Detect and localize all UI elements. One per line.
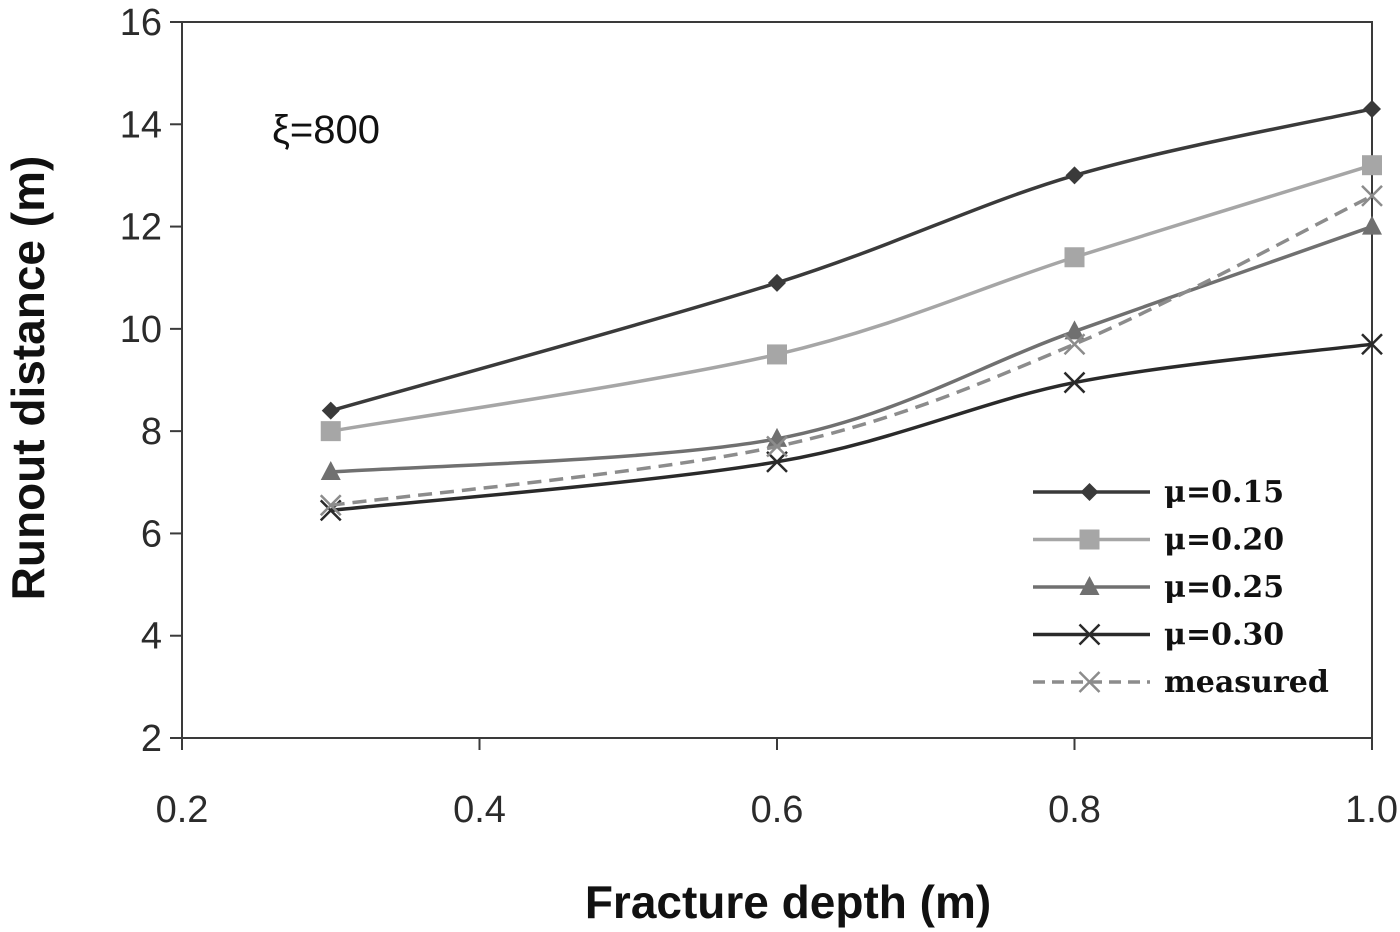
legend-entry: μ=0.15 [1033, 475, 1284, 510]
series-1 [320, 155, 1382, 442]
legend-marker [1078, 623, 1101, 646]
legend-label: measured [1164, 665, 1329, 700]
legend-entry: measured [1033, 665, 1329, 700]
legend-marker [1079, 576, 1100, 595]
legend-label: μ=0.15 [1164, 475, 1284, 510]
legend-entry: μ=0.25 [1033, 570, 1284, 605]
x-axis-ticks: 0.2 0.4 0.6 0.8 1.0 [156, 738, 1398, 831]
data-point [1361, 333, 1383, 356]
y-tick-label: 8 [141, 411, 162, 453]
y-tick-label: 10 [120, 309, 162, 351]
x-tick-label: 0.8 [1048, 789, 1101, 831]
series-2 [320, 215, 1382, 481]
y-tick-label: 6 [141, 513, 162, 555]
legend-entry: μ=0.20 [1033, 523, 1284, 558]
data-point [320, 421, 341, 442]
y-axis-title: Runout distance (m) [2, 156, 54, 601]
annotation-xi: ξ=800 [272, 108, 380, 152]
x-tick-label: 0.6 [751, 789, 804, 831]
series-line [330, 163, 1373, 433]
legend-marker [1079, 529, 1100, 550]
series-layer [319, 99, 1383, 522]
y-tick-label: 16 [120, 2, 162, 44]
series-3 [319, 333, 1383, 522]
x-axis-title: Fracture depth (m) [585, 876, 991, 928]
data-point [1063, 371, 1086, 394]
series-line [330, 107, 1373, 413]
series-line [330, 194, 1373, 508]
legend-entry: μ=0.30 [1033, 618, 1284, 653]
data-point [321, 401, 340, 420]
legend-marker [1078, 671, 1101, 693]
y-axis-ticks: 2 4 6 8 10 12 14 16 [120, 2, 182, 760]
legend: μ=0.15 μ=0.20 μ=0.25 μ=0.30 measured [1033, 475, 1329, 700]
y-tick-label: 4 [141, 616, 162, 658]
y-tick-label: 12 [120, 207, 162, 249]
series-line [330, 224, 1373, 474]
legend-label: μ=0.30 [1164, 618, 1284, 653]
series-line [330, 342, 1373, 513]
data-point [767, 344, 787, 365]
x-tick-label: 0.2 [156, 789, 209, 831]
plot-frame [181, 21, 1373, 739]
x-tick-label: 1.0 [1345, 789, 1398, 831]
data-point [768, 273, 786, 292]
data-point [1362, 155, 1382, 176]
data-point [1063, 333, 1086, 356]
legend-marker [1080, 483, 1099, 501]
y-tick-label: 14 [120, 104, 162, 146]
y-tick-label: 2 [141, 718, 162, 760]
data-point [1064, 320, 1085, 340]
data-point [1361, 185, 1383, 207]
series-0 [321, 99, 1381, 420]
legend-label: μ=0.25 [1164, 570, 1284, 605]
data-point [1363, 99, 1381, 118]
data-point [766, 450, 788, 473]
series-4 [319, 185, 1383, 517]
data-point [1362, 215, 1382, 235]
x-tick-label: 0.4 [453, 789, 506, 831]
legend-label: μ=0.20 [1164, 523, 1284, 558]
data-point [320, 461, 341, 481]
data-point [1065, 166, 1084, 185]
data-point [319, 494, 342, 517]
data-point [1064, 247, 1085, 268]
data-point [766, 435, 788, 458]
